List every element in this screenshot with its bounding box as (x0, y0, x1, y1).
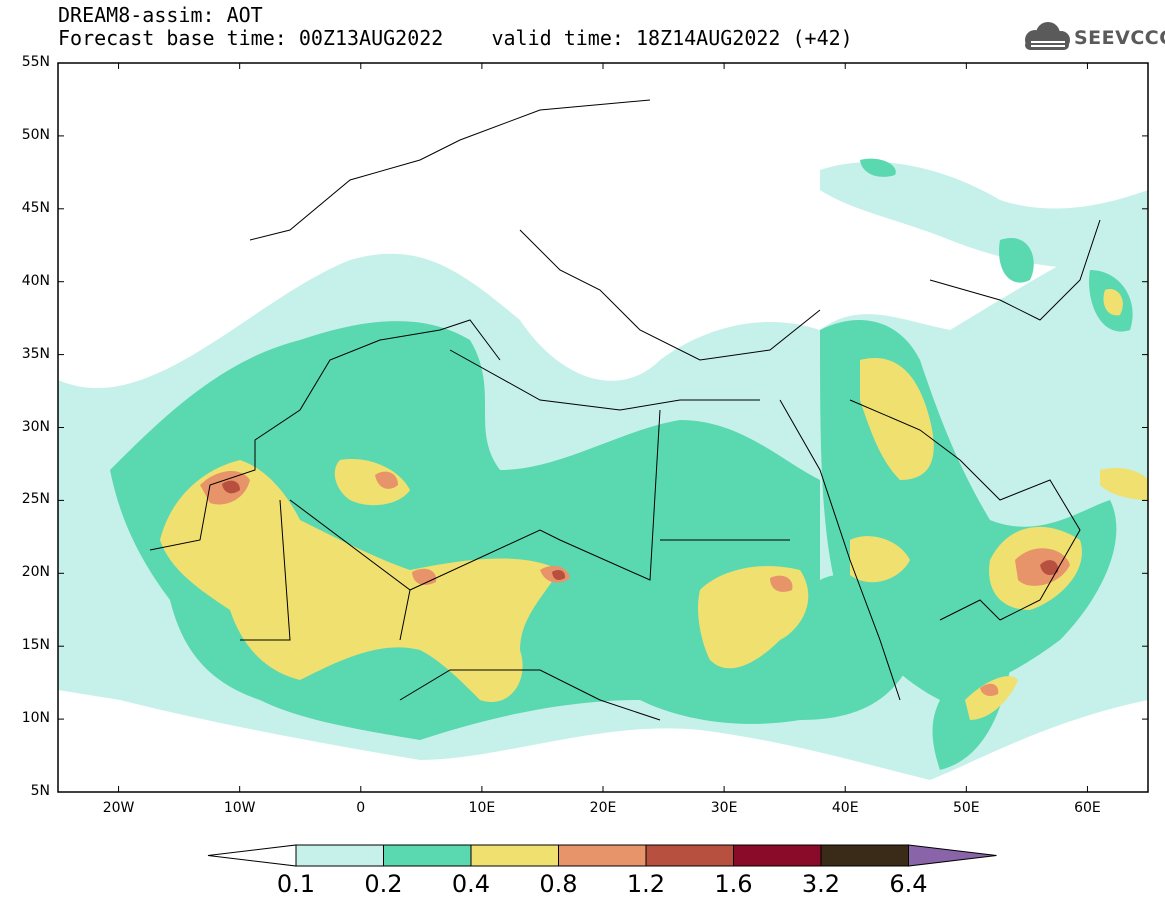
lon-tick-label: 10E (468, 800, 496, 816)
lat-tick-label: 50N (21, 126, 50, 143)
lat-tick-label: 40N (21, 272, 50, 289)
lat-tick-label: 45N (21, 199, 50, 216)
lon-tick-label: 20E (589, 800, 617, 816)
colorbar-label: 0.1 (276, 870, 316, 898)
lat-tick-label: 15N (21, 637, 50, 654)
colorbar-label: 1.6 (714, 870, 753, 898)
colorbar-box (295, 844, 384, 867)
lon-tick-label: 60E (1074, 800, 1101, 816)
chart-title: DREAM8-assim: AOT (58, 3, 263, 27)
logo-text: SEEVCCC (1074, 27, 1165, 49)
colorbar-arrow-low (207, 844, 297, 867)
colorbar-label: 1.2 (626, 870, 666, 898)
lon-tick-label: 0 (356, 800, 366, 816)
lat-tick-label: 25N (21, 491, 50, 508)
colorbar-box (645, 844, 734, 867)
colorbar-box (470, 844, 559, 867)
lat-tick-label: 35N (21, 345, 50, 362)
colorbar-arrow-high (908, 844, 997, 867)
colorbar-label: 0.8 (539, 870, 578, 898)
colorbar-box (383, 844, 472, 867)
lon-tick-label: 40E (831, 800, 859, 816)
lat-tick-label: 55N (21, 54, 50, 70)
lat-tick-label: 5N (30, 783, 50, 799)
colorbar-label: 0.4 (451, 870, 491, 898)
colorbar-box (733, 844, 822, 867)
lon-tick-label: 30E (710, 800, 738, 816)
colorbar-label: 6.4 (889, 870, 928, 898)
colorbar-box (820, 844, 909, 867)
lon-tick-label: 50E (952, 800, 980, 816)
aot-contours (58, 99, 1148, 780)
lat-tick-label: 20N (21, 564, 50, 581)
lon-tick-label: 20W (102, 800, 135, 816)
forecast-time-subtitle: Forecast base time: 00Z13AUG2022 valid t… (58, 26, 853, 50)
colorbar-label: 3.2 (801, 870, 841, 898)
colorbar-box (558, 844, 647, 867)
cloud-icon (1025, 22, 1070, 50)
lat-tick-label: 10N (21, 710, 50, 727)
lat-tick-label: 30N (21, 418, 50, 435)
colorbar-label: 0.2 (364, 870, 403, 898)
lon-tick-label: 10W (223, 800, 256, 816)
